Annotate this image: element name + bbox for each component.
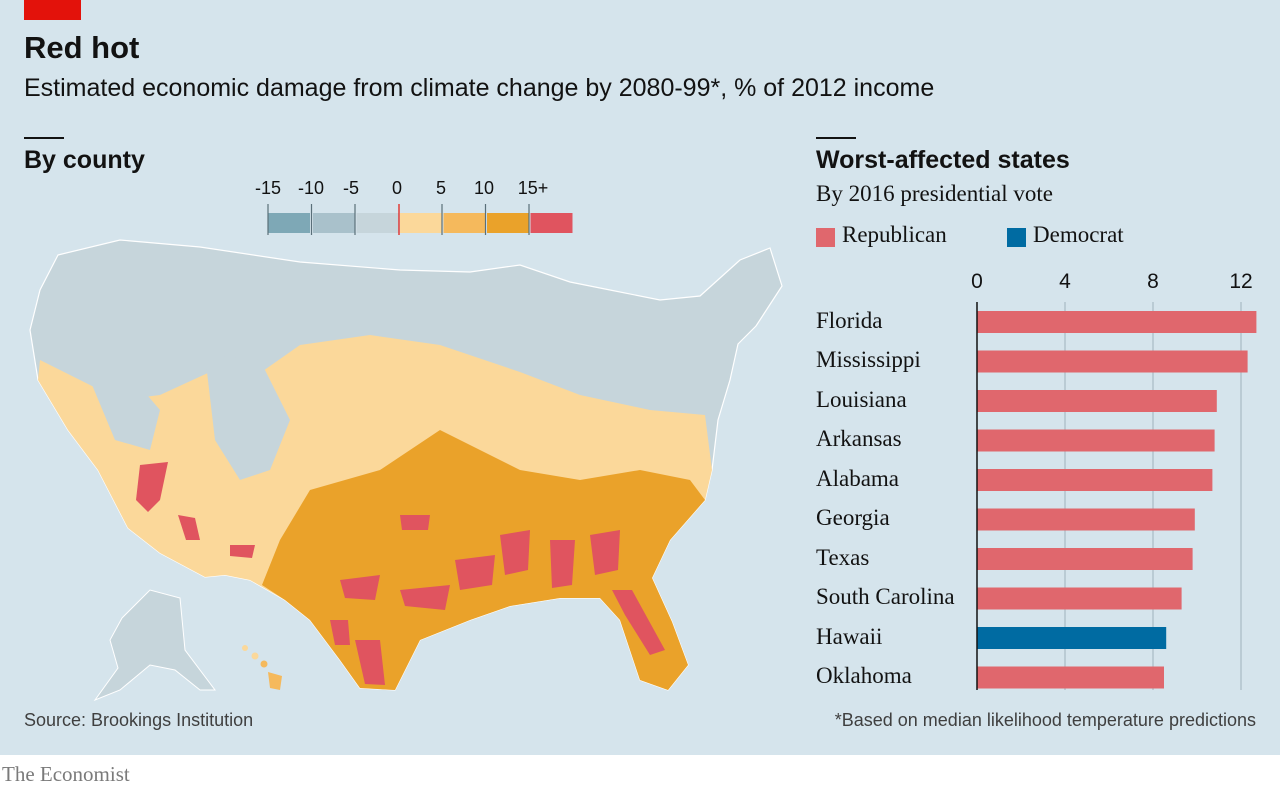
- legend-swatch: [400, 213, 442, 233]
- bar-louisiana: [977, 390, 1217, 412]
- legend-swatch: [356, 213, 399, 233]
- hotspot: [230, 545, 255, 558]
- bar-arkansas: [977, 429, 1215, 452]
- legend-label: -10: [297, 178, 325, 198]
- source-note: Source: Brookings Institution: [24, 710, 254, 730]
- hotspot: [400, 515, 430, 530]
- legend-swatch: [268, 213, 310, 233]
- hotspot: [550, 540, 575, 588]
- legend-swatch: [487, 213, 529, 233]
- state-label-alabama: Alabama: [816, 466, 900, 491]
- map-section-rule: [24, 137, 64, 139]
- bar-section-rule: [816, 137, 856, 139]
- bar-alabama: [977, 469, 1213, 491]
- footnote: *Based on median likelihood temperature …: [834, 710, 1256, 730]
- bar-section-subtitle: By 2016 presidential vote: [816, 181, 1053, 206]
- legend-label: 15+: [517, 178, 549, 198]
- alaska: [93, 589, 216, 702]
- brand-tag: [24, 0, 81, 20]
- legend-label: 5: [435, 178, 447, 198]
- legend-label: -5: [342, 178, 360, 198]
- hotspot: [330, 620, 350, 645]
- legend-swatch-republican: [816, 228, 835, 247]
- map-legend: [267, 204, 573, 235]
- state-label-mississippi: Mississippi: [816, 347, 921, 372]
- x-tick-label: 12: [1229, 270, 1253, 293]
- brand-name: The Economist: [2, 762, 130, 786]
- legend-label: -15: [254, 178, 282, 198]
- hotspot: [136, 462, 168, 512]
- chart-subtitle: Estimated economic damage from climate c…: [24, 74, 935, 102]
- legend-label: 0: [391, 178, 403, 198]
- state-label-hawaii: Hawaii: [816, 624, 883, 649]
- state-label-georgia: Georgia: [816, 505, 890, 530]
- bar-oklahoma: [977, 666, 1164, 689]
- hotspot: [400, 585, 450, 610]
- bar-mississippi: [977, 350, 1248, 373]
- state-label-south-carolina: South Carolina: [816, 584, 955, 609]
- zone-great-basin: [90, 375, 160, 450]
- state-label-florida: Florida: [816, 308, 883, 333]
- x-tick-label: 8: [1147, 270, 1159, 293]
- state-label-oklahoma: Oklahoma: [816, 663, 912, 688]
- legend-label-republican: Republican: [842, 222, 947, 247]
- legend-swatch: [530, 213, 573, 233]
- bar-texas: [977, 548, 1193, 570]
- bar-south-carolina: [977, 587, 1182, 610]
- chart-title: Red hot: [24, 30, 140, 65]
- county-map: [29, 239, 783, 702]
- hotspot: [355, 640, 385, 685]
- legend-swatch: [443, 213, 486, 233]
- map-section-title: By county: [24, 146, 145, 174]
- legend-label-democrat: Democrat: [1033, 222, 1124, 247]
- hotspot: [590, 530, 620, 575]
- hotspot: [500, 530, 530, 575]
- hotspot: [612, 590, 665, 655]
- legend-label: 10: [473, 178, 495, 198]
- hotspot: [455, 555, 495, 590]
- state-label-louisiana: Louisiana: [816, 387, 907, 412]
- x-tick-label: 4: [1059, 270, 1071, 293]
- state-label-arkansas: Arkansas: [816, 426, 902, 451]
- legend-swatch-democrat: [1007, 228, 1026, 247]
- state-label-texas: Texas: [816, 545, 870, 570]
- bar-chart-bars: [977, 311, 1257, 689]
- x-tick-label: 0: [971, 270, 983, 293]
- bar-hawaii: [977, 627, 1167, 649]
- bar-florida: [977, 311, 1257, 333]
- hotspot: [178, 515, 200, 540]
- hotspot: [340, 575, 380, 600]
- hawaii: [242, 645, 282, 690]
- legend-swatch: [313, 213, 355, 233]
- bar-section-title: Worst-affected states: [816, 146, 1070, 174]
- zone-west-mountain: [205, 355, 290, 480]
- bar-georgia: [977, 508, 1195, 531]
